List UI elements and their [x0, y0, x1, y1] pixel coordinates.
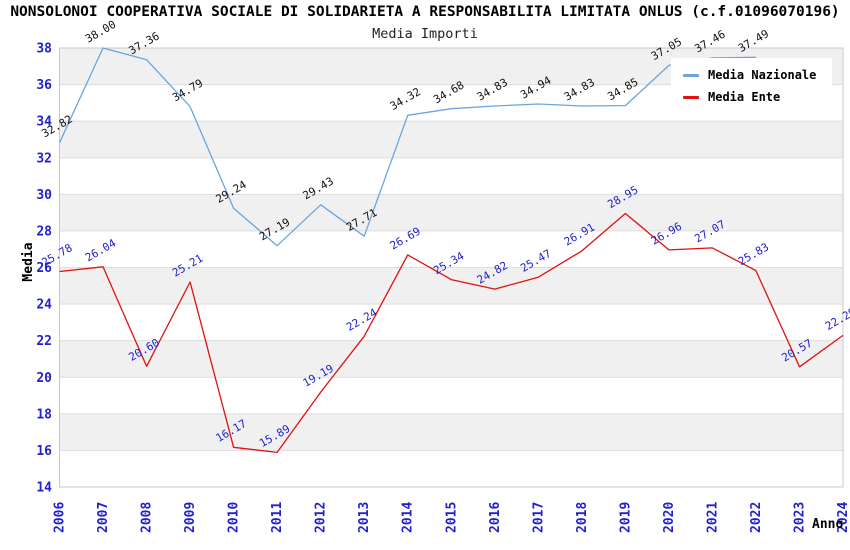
plot-band: [59, 340, 843, 378]
y-axis-ticks: 14 16 18 20 22 24 26 28 30 32 34 36 38: [36, 42, 52, 496]
x-tick-label: 2020: [662, 502, 677, 533]
x-tick-label: 2023: [792, 502, 807, 533]
chart-title: NONSOLONOI COOPERATIVA SOCIALE DI SOLIDA…: [10, 4, 840, 20]
x-tick-label: 2010: [227, 502, 242, 533]
x-tick-label: 2006: [53, 502, 68, 533]
media-ente-line: [59, 212, 844, 454]
plot-band: [59, 121, 843, 158]
x-tick-label: 2017: [531, 502, 546, 533]
y-tick-label: 26: [36, 261, 52, 276]
data-label: 26.04: [83, 236, 119, 264]
gridlines: [59, 84, 843, 451]
y-tick-label: 18: [36, 407, 52, 422]
x-tick-label: 2011: [270, 502, 285, 533]
data-label: 25.83: [736, 240, 771, 268]
legend: Media Nazionale Media Ente: [671, 58, 833, 114]
chart-subtitle: Media Importi: [372, 26, 478, 42]
y-tick-label: 34: [36, 115, 52, 130]
media-nazionale-line-icon: [683, 73, 699, 77]
y-tick-label: 24: [36, 298, 52, 313]
media-ente-line-icon: [683, 95, 699, 99]
x-axis-ticks: 2006 2007 2008 2009 2010 2011 2012 2013 2014 2015…: [53, 502, 850, 533]
data-label: 34.32: [388, 85, 423, 113]
x-tick-label: 2019: [618, 502, 633, 533]
legend-item-media-ente: Media Ente: [683, 90, 816, 104]
x-tick-label: 2022: [749, 502, 764, 533]
legend-label: Media Nazionale: [708, 68, 817, 82]
y-axis-title: Media: [21, 242, 36, 281]
plot-band: [59, 267, 843, 305]
data-label: 22.29: [823, 305, 850, 333]
x-tick-label: 2008: [140, 502, 155, 533]
y-tick-label: 14: [36, 481, 52, 496]
plot-border: [59, 47, 844, 488]
y-tick-label: 36: [36, 78, 52, 93]
x-tick-label: 2007: [96, 502, 111, 533]
x-tick-label: 2015: [444, 502, 459, 533]
y-tick-label: 32: [36, 151, 52, 166]
media-nazionale-line: [58, 47, 756, 247]
plot-band: [59, 413, 843, 451]
data-label: 22.24: [344, 306, 380, 334]
x-tick-label: 2016: [488, 502, 503, 533]
legend-label: Media Ente: [708, 90, 781, 104]
x-tick-label: 2013: [357, 502, 372, 533]
x-tick-label: 2009: [183, 502, 198, 533]
x-tick-label: 2018: [575, 502, 590, 533]
x-tick-label: 2021: [705, 502, 720, 533]
y-tick-label: 28: [36, 224, 52, 239]
plot-bands: [59, 48, 843, 451]
data-label: 38.00: [83, 18, 118, 46]
plot-band: [59, 194, 843, 231]
x-tick-label: 2012: [314, 502, 329, 533]
y-tick-label: 30: [36, 188, 52, 203]
y-tick-label: 22: [36, 334, 52, 349]
y-tick-label: 16: [36, 444, 52, 459]
x-tick-label: 2014: [401, 502, 416, 533]
x-tick-label: 2024: [836, 502, 850, 533]
y-tick-label: 38: [36, 42, 52, 57]
x-axis-title: Anno: [812, 517, 843, 532]
y-tick-label: 20: [36, 371, 52, 386]
series-lines: [58, 47, 844, 454]
legend-item-media-nazionale: Media Nazionale: [683, 68, 816, 82]
